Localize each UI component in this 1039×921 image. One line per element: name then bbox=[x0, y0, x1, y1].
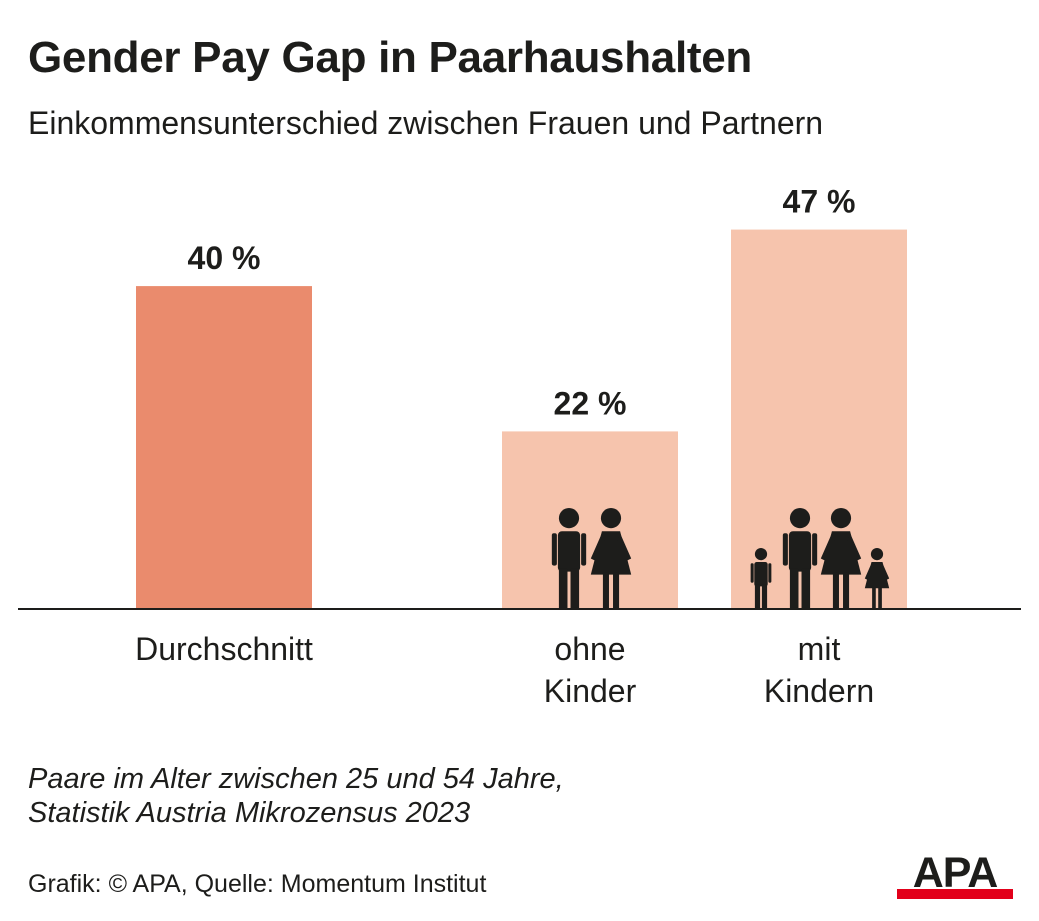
person-leg bbox=[789, 568, 799, 609]
person-arms bbox=[590, 533, 632, 561]
category-label-line: Durchschnitt bbox=[135, 631, 313, 667]
source-credit: Grafik: © APA, Quelle: Momentum Institut bbox=[28, 870, 487, 898]
person-head bbox=[870, 548, 884, 561]
apa-logo: APA bbox=[897, 853, 1013, 899]
person-arms bbox=[864, 563, 890, 580]
person-arm bbox=[782, 533, 788, 566]
bar-1 bbox=[136, 286, 312, 609]
person-head bbox=[754, 548, 768, 561]
bar-3 bbox=[731, 229, 907, 609]
person-head bbox=[600, 507, 622, 529]
person-arm bbox=[581, 533, 587, 566]
man-figure bbox=[782, 507, 818, 609]
category-label-line: mit bbox=[797, 631, 841, 667]
category-label-line: ohne bbox=[554, 631, 626, 667]
person-leg bbox=[754, 584, 761, 609]
person-leg bbox=[872, 587, 876, 609]
person-leg bbox=[558, 568, 568, 609]
person-head bbox=[558, 507, 580, 529]
category-label-line: Kindern bbox=[763, 673, 875, 709]
person-leg bbox=[613, 572, 620, 609]
couple-icon bbox=[551, 507, 632, 609]
child-figure bbox=[750, 548, 772, 609]
chart-title: Gender Pay Gap in Paarhaushalten bbox=[28, 33, 752, 82]
category-label-line: Kinder bbox=[543, 673, 637, 709]
person-head bbox=[789, 507, 811, 529]
person-arms bbox=[820, 533, 862, 561]
child-figure bbox=[864, 548, 890, 609]
family-icon bbox=[750, 507, 890, 609]
person-head bbox=[830, 507, 852, 529]
person-leg bbox=[761, 584, 768, 609]
person-leg bbox=[570, 568, 580, 609]
footnote: Paare im Alter zwischen 25 und 54 Jahre,… bbox=[28, 762, 564, 830]
person-torso bbox=[557, 531, 581, 572]
data-label-3: 47 % bbox=[783, 184, 856, 220]
category-label-mit-kindern: mit Kindern bbox=[689, 628, 949, 712]
person-arm bbox=[750, 563, 754, 583]
chart-subtitle: Einkommensunterschied zwischen Frauen un… bbox=[28, 105, 824, 141]
person-arm bbox=[768, 563, 772, 583]
person-leg bbox=[843, 572, 850, 609]
category-label-ohne-kinder: ohne Kinder bbox=[460, 628, 720, 712]
man-figure bbox=[551, 507, 587, 609]
bar-2 bbox=[502, 431, 678, 609]
woman-figure bbox=[820, 507, 862, 609]
woman-figure bbox=[590, 507, 632, 609]
person-leg bbox=[878, 587, 882, 609]
footnote-line: Statistik Austria Mikrozensus 2023 bbox=[28, 797, 471, 829]
person-arm bbox=[812, 533, 818, 566]
person-leg bbox=[801, 568, 811, 609]
person-torso bbox=[754, 562, 768, 587]
logo-red-bar bbox=[897, 889, 1013, 899]
person-torso bbox=[788, 531, 812, 572]
footnote-line: Paare im Alter zwischen 25 und 54 Jahre, bbox=[28, 763, 564, 795]
data-label-1: 40 % bbox=[188, 240, 261, 276]
data-label-2: 22 % bbox=[554, 385, 627, 421]
person-leg bbox=[602, 572, 609, 609]
category-label-durchschnitt: Durchschnitt bbox=[94, 628, 354, 670]
person-arm bbox=[551, 533, 557, 566]
logo-text: APA bbox=[913, 853, 998, 897]
person-leg bbox=[832, 572, 839, 609]
